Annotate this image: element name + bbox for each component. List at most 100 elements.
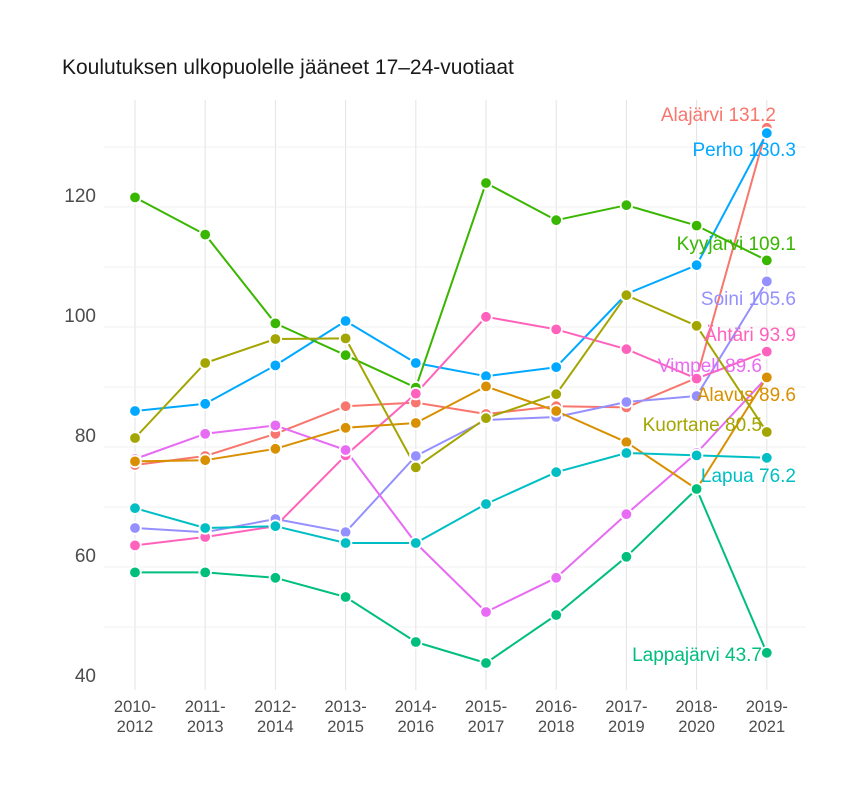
data-point-Kuortane [760, 425, 774, 439]
x-tick-label: 2012-2014 [254, 698, 296, 736]
data-point-Lapua [268, 519, 283, 533]
data-point-Alavus [479, 379, 493, 394]
data-point-Ähtäri [479, 310, 493, 324]
data-point-Kyyjärvi [760, 253, 774, 268]
data-point-Alavus [549, 404, 563, 418]
data-point-Kuortane [128, 431, 142, 445]
data-point-Lappajärvi [409, 635, 423, 649]
end-label-Lapua: Lapua 76.2 [701, 466, 796, 487]
data-point-Kuortane [619, 288, 634, 302]
end-label-Alavus: Alavus 89.6 [697, 385, 796, 406]
x-tick-label: 2013-2015 [324, 698, 366, 736]
data-point-Kyyjärvi [338, 348, 353, 362]
series-line-Lappajärvi [135, 488, 768, 664]
end-label-Kyyjärvi: Kyyjärvi 109.1 [677, 234, 796, 255]
series-line-Kuortane [134, 294, 768, 469]
data-point-Alavus [409, 416, 423, 430]
data-point-Ähtäri [128, 538, 142, 553]
end-labels: Alajärvi 131.2 Perho 130.3 Kyyjärvi 109.1 S… [632, 105, 796, 666]
x-tick-label: 2019-2021 [746, 698, 788, 736]
data-point-Kyyjärvi [619, 198, 634, 212]
data-point-Alavus [128, 454, 142, 469]
x-tick-label: 2011-2013 [185, 698, 226, 736]
series-line-Ähtäri [134, 315, 768, 547]
data-point-Alajärvi [338, 399, 353, 413]
data-point-Alavus [619, 435, 634, 449]
data-point-Kuortane [409, 460, 423, 475]
y-tick-label: 60 [75, 546, 96, 567]
y-tick-label: 40 [75, 666, 96, 687]
data-point-Lappajärvi [338, 590, 353, 604]
series-line-Vimpeli [134, 376, 768, 613]
data-point-Lappajärvi [268, 571, 283, 585]
data-point-Lappajärvi [619, 550, 634, 564]
series-line-Alajärvi [134, 127, 768, 466]
data-point-Lapua [689, 448, 704, 463]
data-point-Kuortane [549, 387, 563, 401]
data-point-Kuortane [268, 332, 283, 346]
end-label-Kuortane: Kuortane 80.5 [643, 415, 762, 436]
data-point-Perho [760, 126, 774, 140]
data-point-Soini [689, 389, 704, 403]
data-point-Kuortane [479, 411, 493, 425]
x-tick-label: 2015-2017 [465, 698, 507, 736]
data-point-Ähtäri [549, 322, 563, 337]
chart-title: Koulutuksen ulkopuolelle jääneet 17–24-v… [62, 56, 514, 79]
data-point-Lappajärvi [549, 608, 563, 622]
data-point-Lapua [619, 446, 634, 460]
data-point-Perho [338, 314, 353, 328]
data-point-Ähtäri [689, 371, 704, 386]
data-point-Kuortane [198, 356, 212, 370]
data-point-Vimpeli [198, 427, 212, 441]
y-tick-label: 100 [64, 306, 96, 327]
data-point-Perho [198, 397, 212, 411]
data-point-Lapua [760, 451, 774, 465]
end-label-Vimpeli: Vimpeli 89.6 [658, 356, 762, 377]
data-point-Kyyjärvi [549, 213, 563, 227]
x-tick-label: 2018-2020 [675, 698, 717, 736]
data-point-Kyyjärvi [268, 316, 283, 331]
data-point-Vimpeli [479, 605, 493, 619]
x-tick-label: 2016-2018 [535, 698, 577, 736]
data-point-Soini [128, 521, 142, 535]
data-point-Vimpeli [268, 418, 283, 433]
x-tick-label: 2010-2012 [114, 698, 156, 736]
data-points [128, 121, 774, 670]
data-point-Ähtäri [619, 342, 634, 356]
end-label-Ähtäri: Ähtäri 93.9 [704, 325, 796, 346]
y-tick-label: 80 [75, 426, 96, 447]
data-point-Soini [760, 274, 774, 289]
data-point-Alavus [268, 442, 283, 456]
data-point-Vimpeli [549, 571, 563, 585]
end-label-Perho: Perho 130.3 [692, 140, 796, 161]
data-point-Perho [409, 356, 423, 370]
axis-tick-labels: 40 60 80 100 120 2010-2012 2011-2013 2012-2014 2… [64, 186, 788, 736]
data-point-Kuortane [338, 331, 353, 346]
data-point-Kyyjärvi [479, 176, 493, 190]
data-point-Kyyjärvi [689, 218, 704, 233]
data-point-Perho [268, 358, 283, 373]
data-point-Alavus [338, 421, 353, 435]
data-point-Lapua [409, 536, 423, 550]
data-point-Lappajärvi [479, 656, 493, 670]
data-point-Ähtäri [409, 386, 423, 401]
series-line-Alavus [134, 376, 768, 490]
series-line-Soini [134, 280, 768, 534]
series-line-Lapua [134, 452, 767, 544]
end-label-Lappajärvi: Lappajärvi 43.7 [632, 645, 762, 666]
x-tick-label: 2014-2016 [395, 698, 437, 736]
data-point-Lapua [338, 536, 353, 550]
end-label-Alajärvi: Alajärvi 131.2 [661, 105, 776, 126]
data-point-Lappajärvi [760, 646, 774, 660]
series-line-Kyyjärvi [134, 182, 768, 389]
data-point-Ähtäri [760, 344, 774, 359]
end-label-Soini: Soini 105.6 [701, 289, 796, 310]
y-tick-label: 120 [64, 186, 96, 207]
data-point-Kyyjärvi [198, 227, 212, 242]
data-point-Kyyjärvi [128, 190, 142, 205]
data-point-Soini [338, 525, 353, 539]
series-lines [134, 127, 768, 664]
data-point-Lappajärvi [128, 565, 142, 580]
data-point-Alavus [760, 370, 774, 385]
